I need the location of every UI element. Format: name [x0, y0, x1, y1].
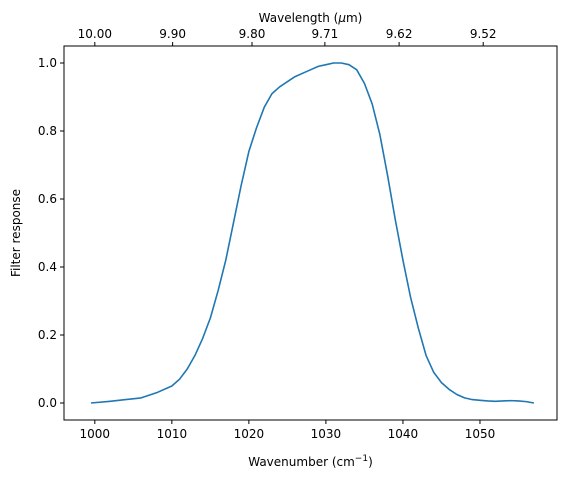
- series-point: [395, 219, 396, 220]
- series-layer: [90, 62, 535, 404]
- series-point: [502, 400, 503, 401]
- x-axis-title-power: −1: [355, 454, 368, 464]
- series-point: [279, 86, 280, 87]
- top-tick-label: 9.71: [312, 27, 339, 41]
- series-point: [202, 338, 203, 339]
- top-axis-title: Wavelength (μm): [259, 11, 363, 25]
- series-point: [433, 372, 434, 373]
- y-tick-label: 0.6: [38, 192, 57, 206]
- plot-frame: [63, 45, 558, 421]
- series-point: [241, 185, 242, 186]
- x-tick-label: 1000: [80, 427, 111, 441]
- y-axis-title-text: Filter response: [9, 189, 23, 277]
- x-tick-label: 1040: [388, 427, 419, 441]
- series-point: [171, 385, 172, 386]
- top-axis-title-prefix: Wavelength (: [259, 11, 339, 25]
- series-point: [364, 83, 365, 84]
- y-tick-label: 0.2: [38, 328, 57, 342]
- series-point: [271, 93, 272, 94]
- left-y-axis: 0.0 0.2 0.4 0.6 0.8 1.0: [38, 56, 64, 410]
- series-point: [387, 175, 388, 176]
- series-point: [464, 397, 465, 398]
- series-point: [348, 64, 349, 65]
- y-axis-title: Filter response: [9, 189, 23, 277]
- top-axis-title-mu: μ: [337, 11, 346, 25]
- top-axis-title-suffix: m): [346, 11, 362, 25]
- series-point: [510, 400, 511, 401]
- series-point: [518, 400, 519, 401]
- top-tick-label: 9.62: [386, 27, 413, 41]
- x-tick-label: 1020: [234, 427, 265, 441]
- series-point: [356, 69, 357, 70]
- series-point: [379, 134, 380, 135]
- series-point: [410, 297, 411, 298]
- top-tick-label: 9.90: [159, 27, 186, 41]
- series-point: [310, 69, 311, 70]
- series-point: [456, 394, 457, 395]
- y-tick-label: 1.0: [38, 56, 57, 70]
- x-axis-title-text: Wavenumber (cm: [248, 455, 355, 469]
- series-point: [187, 368, 188, 369]
- top-tick-label: 10.00: [78, 27, 112, 41]
- series-point: [449, 389, 450, 390]
- y-tick-label: 0.0: [38, 396, 57, 410]
- series-point: [333, 62, 334, 63]
- series-point: [110, 401, 111, 402]
- y-tick-label: 0.4: [38, 260, 57, 274]
- series-point: [194, 355, 195, 356]
- bottom-x-axis: 1000 1010 1020 1030 1040 1050: [80, 420, 496, 441]
- series-point: [156, 392, 157, 393]
- series-point: [425, 355, 426, 356]
- top-x-axis: 10.00 9.90 9.80 9.71 9.62 9.52: [78, 27, 497, 46]
- series-point: [256, 127, 257, 128]
- series-point: [479, 400, 480, 401]
- x-tick-label: 1010: [157, 427, 188, 441]
- top-tick-label: 9.52: [470, 27, 497, 41]
- series-point: [140, 397, 141, 398]
- series-point: [233, 222, 234, 223]
- series-point: [487, 400, 488, 401]
- series-point: [225, 260, 226, 261]
- series-point: [210, 317, 211, 318]
- series-point: [495, 401, 496, 402]
- series-point: [418, 328, 419, 329]
- x-axis-title-close: ): [368, 455, 373, 469]
- series-point: [372, 103, 373, 104]
- series-point: [533, 402, 534, 403]
- x-tick-label: 1050: [465, 427, 496, 441]
- series-point: [472, 399, 473, 400]
- series-point: [302, 73, 303, 74]
- series-point: [402, 260, 403, 261]
- series-point: [341, 62, 342, 63]
- top-tick-label: 9.80: [239, 27, 266, 41]
- series-line-0: [90, 62, 535, 404]
- series-point: [248, 151, 249, 152]
- series-point: [217, 290, 218, 291]
- x-axis-title: Wavenumber (cm−1): [248, 454, 373, 469]
- series-point: [287, 81, 288, 82]
- series-point: [325, 64, 326, 65]
- series-point: [90, 402, 91, 403]
- series-point: [441, 382, 442, 383]
- series-point: [264, 107, 265, 108]
- x-tick-label: 1030: [311, 427, 342, 441]
- series-point: [179, 379, 180, 380]
- series-point: [318, 66, 319, 67]
- series-point: [526, 401, 527, 402]
- series-point: [294, 76, 295, 77]
- y-tick-label: 0.8: [38, 124, 57, 138]
- series-point: [125, 399, 126, 400]
